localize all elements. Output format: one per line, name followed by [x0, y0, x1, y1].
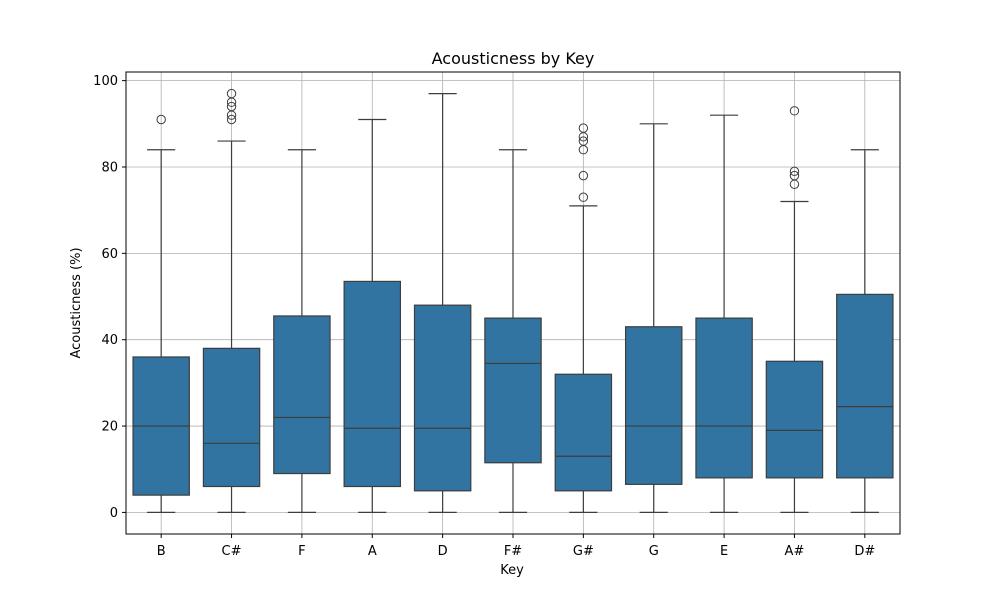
x-tick-label: G [649, 544, 659, 559]
outlier-point [156, 114, 166, 125]
outlier-point [789, 166, 800, 177]
box-C-sharp [202, 88, 261, 514]
outlier-point [226, 88, 237, 99]
outlier-point [226, 101, 237, 112]
x-tick-label: E [720, 544, 728, 559]
x-tick-label: A# [785, 544, 805, 559]
y-tick-label: 60 [101, 247, 118, 262]
box-iqr [624, 326, 683, 485]
box-iqr [202, 347, 261, 488]
box-D [413, 92, 472, 514]
box-A-sharp [765, 106, 824, 514]
box-B [132, 114, 190, 514]
outlier-point [578, 123, 589, 133]
outlier-point [578, 136, 589, 146]
box-G-sharp [554, 123, 613, 514]
box-iqr [554, 373, 613, 492]
x-tick-label: B [157, 544, 166, 559]
outlier-point [226, 114, 237, 125]
boxes-layer [132, 88, 894, 514]
outlier-point [789, 170, 800, 181]
y-tick-label: 0 [110, 506, 118, 521]
box-F [273, 149, 331, 514]
chart-title: Acousticness by Key [432, 49, 595, 68]
box-iqr [413, 304, 472, 492]
box-E [695, 114, 753, 514]
y-axis-ticks: 0 20 40 60 80 100 [93, 74, 126, 521]
x-tick-label: F [298, 544, 305, 559]
x-tick-label: G# [573, 544, 594, 559]
box-iqr [836, 293, 894, 479]
x-tick-label: D [438, 544, 448, 559]
box-A [343, 118, 402, 514]
x-tick-label: F# [504, 544, 522, 559]
box-F-sharp [484, 149, 542, 514]
outlier-point [578, 192, 589, 202]
x-axis-label: Key [500, 563, 524, 578]
box-iqr [765, 360, 824, 479]
box-D-sharp [836, 149, 894, 514]
x-tick-label: D# [854, 544, 875, 559]
y-tick-label: 40 [101, 333, 118, 348]
outlier-point [578, 170, 589, 181]
outlier-point [789, 106, 800, 116]
x-tick-label: A [368, 544, 377, 559]
box-iqr [273, 315, 331, 475]
box-iqr [695, 317, 753, 479]
box-iqr [343, 280, 402, 488]
y-tick-label: 80 [101, 160, 118, 175]
x-tick-label: C# [222, 544, 242, 559]
y-axis-label: Acousticness (%) [69, 247, 84, 358]
box-G [624, 123, 683, 514]
y-tick-label: 100 [93, 74, 118, 89]
y-tick-label: 20 [101, 420, 118, 435]
box-iqr [484, 317, 542, 464]
x-axis-ticks: B C# F A D F# G# G E A# D# [157, 534, 875, 559]
